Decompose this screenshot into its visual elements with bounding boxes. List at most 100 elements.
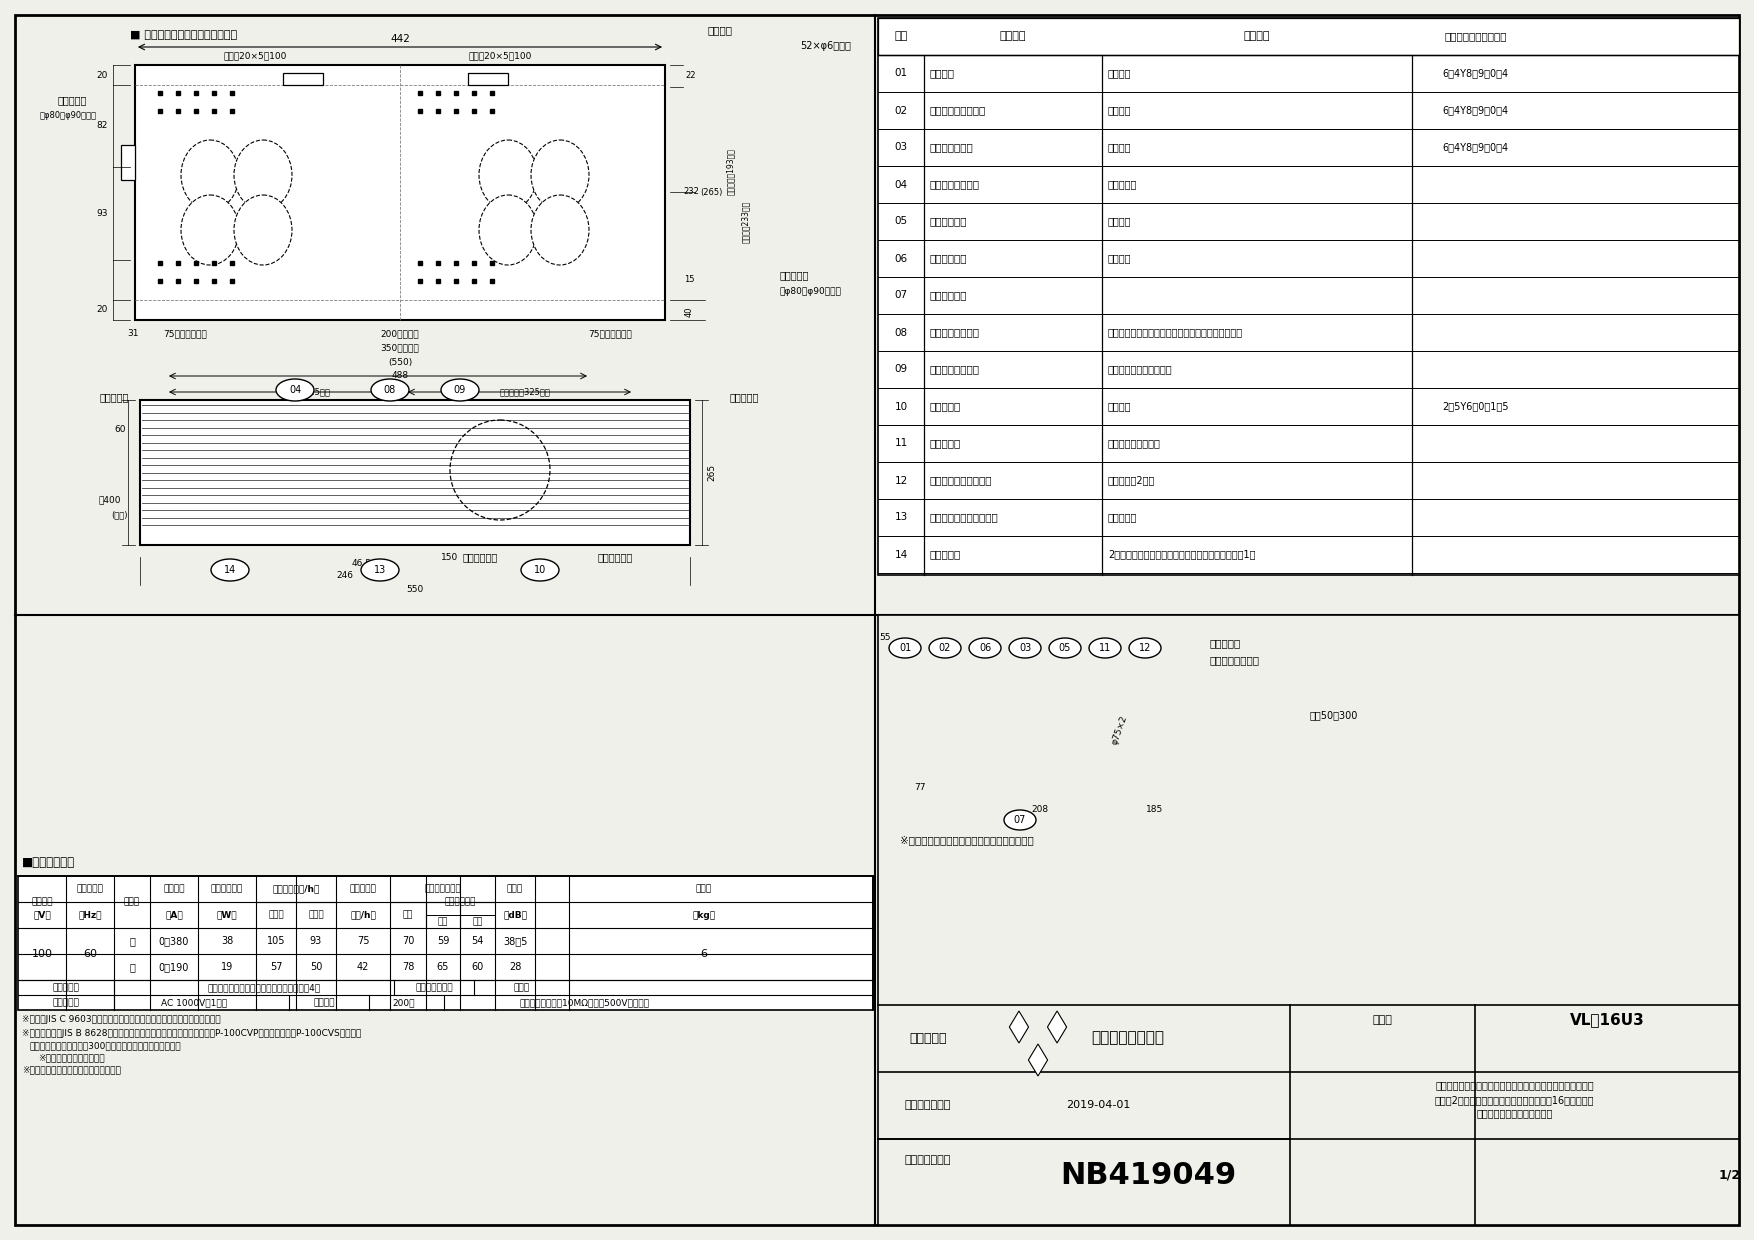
Text: 19: 19 (221, 962, 233, 972)
Text: 52×φ6取付穴: 52×φ6取付穴 (800, 41, 851, 51)
Bar (879, 19, 1738, 55)
Text: 右側壁より325以上: 右側壁より325以上 (500, 387, 551, 397)
Text: 03: 03 (895, 143, 907, 153)
Text: （㎥/h）: （㎥/h） (351, 910, 375, 920)
Text: 28: 28 (509, 962, 521, 972)
Text: 作　成　日　付: 作 成 日 付 (905, 1100, 951, 1110)
Bar (879, 615, 1738, 1225)
Text: 59: 59 (437, 936, 449, 946)
Text: 550: 550 (407, 584, 424, 594)
Text: 150: 150 (442, 553, 458, 563)
Text: 06: 06 (979, 644, 991, 653)
Text: （V）: （V） (33, 910, 51, 920)
Text: 15: 15 (684, 275, 695, 284)
Ellipse shape (1009, 639, 1042, 658)
Text: 75: 75 (356, 936, 370, 946)
Text: 93: 93 (96, 208, 107, 217)
Text: シャッター: シャッター (930, 402, 961, 412)
Bar (121, 145, 135, 180)
Text: 57: 57 (270, 962, 282, 972)
Text: 40: 40 (684, 306, 693, 317)
Bar (282, 73, 323, 86)
Text: 合成樹脂: 合成樹脂 (1109, 105, 1131, 115)
Text: 三菱換気空清機クリーンロスナイ（寒冷冷地・湿暖地仕様）: 三菱換気空清機クリーンロスナイ（寒冷冷地・湿暖地仕様） (1435, 1080, 1594, 1090)
Text: 合成樹脂: 合成樹脂 (1109, 402, 1131, 412)
Text: ■ 取付位置図（室内側より見る）: ■ 取付位置図（室内側より見る） (130, 30, 237, 40)
Text: 488: 488 (391, 372, 409, 381)
Ellipse shape (233, 140, 291, 210)
Text: 01: 01 (895, 68, 907, 78)
Polygon shape (1009, 1011, 1028, 1043)
Text: フロントケーシング: フロントケーシング (930, 105, 986, 115)
Text: 10: 10 (895, 402, 907, 412)
Text: （dB）: （dB） (503, 910, 526, 920)
Text: 55: 55 (879, 634, 891, 642)
Text: 1/2: 1/2 (1719, 1168, 1742, 1182)
Text: 42: 42 (356, 962, 368, 972)
Text: 熱交換エレメント: 熱交換エレメント (930, 180, 980, 190)
Text: 室内排気口: 室内排気口 (730, 392, 759, 402)
Text: 54: 54 (472, 936, 484, 946)
Text: 排気用フィルター: 排気用フィルター (930, 365, 980, 374)
Text: 14: 14 (895, 549, 907, 559)
Text: 下側より233以上: 下側より233以上 (740, 201, 749, 243)
Ellipse shape (181, 195, 239, 265)
Text: （引きひもスイッチタイプ）: （引きひもスイッチタイプ） (1477, 1109, 1552, 1118)
Text: 整　理　番　号: 整 理 番 号 (905, 1154, 951, 1166)
Text: 60: 60 (472, 962, 484, 972)
Text: 室外排気口: 室外排気口 (58, 95, 86, 105)
Text: 約400: 約400 (98, 496, 121, 505)
Text: 定格周波数: 定格周波数 (77, 884, 103, 894)
Text: 75（可動寸法）: 75（可動寸法） (588, 330, 631, 339)
Text: 07: 07 (1014, 815, 1026, 825)
Text: 6．4Y8．9／0．4: 6．4Y8．9／0．4 (1442, 143, 1508, 153)
Text: 溶融亜邉メッキ鈴板: 溶融亜邉メッキ鈴板 (1109, 439, 1161, 449)
Text: 13: 13 (895, 512, 907, 522)
Text: 起動電流: 起動電流 (314, 998, 335, 1007)
Text: 185: 185 (1147, 806, 1163, 815)
Text: ポリアミド: ポリアミド (1109, 512, 1137, 522)
Ellipse shape (233, 195, 291, 265)
Bar (468, 73, 509, 86)
Ellipse shape (181, 140, 239, 210)
Text: (550): (550) (388, 357, 412, 367)
Text: NB419049: NB419049 (1059, 1161, 1237, 1189)
Text: 強: 強 (130, 936, 135, 946)
Text: シャッター形式: シャッター形式 (416, 983, 453, 992)
Text: 200％: 200％ (393, 998, 416, 1007)
Text: ピッチ20×5＝100: ピッチ20×5＝100 (223, 52, 286, 61)
Text: 風　量　（㎥/h）: 風 量 （㎥/h） (272, 884, 319, 894)
Ellipse shape (479, 195, 537, 265)
Text: 11: 11 (1098, 644, 1110, 653)
Text: 耐　電　圧: 耐 電 圧 (53, 998, 79, 1007)
Text: 01: 01 (898, 644, 910, 653)
Text: 08: 08 (895, 327, 907, 337)
Text: 208: 208 (1031, 806, 1049, 815)
Text: 78: 78 (402, 962, 414, 972)
Text: 05: 05 (895, 217, 907, 227)
Text: （φ80～φ90壁穴）: （φ80～φ90壁穴） (39, 110, 96, 119)
Ellipse shape (968, 639, 1002, 658)
Ellipse shape (531, 195, 589, 265)
Text: 電動機形式: 電動機形式 (53, 983, 79, 992)
Text: シャッター閉: シャッター閉 (463, 552, 498, 562)
Text: 13: 13 (374, 565, 386, 575)
Text: 温度: 温度 (403, 910, 414, 920)
Text: 暖房: 暖房 (438, 918, 449, 926)
Polygon shape (1047, 1011, 1066, 1043)
Text: 定格電圧: 定格電圧 (32, 898, 53, 906)
Text: 排　気: 排 気 (268, 910, 284, 920)
Text: 04: 04 (289, 384, 302, 396)
Text: 03: 03 (1019, 644, 1031, 653)
Text: （φ80～φ90壁穴）: （φ80～φ90壁穴） (781, 286, 842, 295)
Text: 10: 10 (533, 565, 545, 575)
Ellipse shape (372, 379, 409, 401)
Text: 2．5Y6．0／1．5: 2．5Y6．0／1．5 (1442, 402, 1508, 412)
Polygon shape (1028, 1044, 1047, 1076)
Text: 6．4Y8．9／0．4: 6．4Y8．9／0．4 (1442, 68, 1508, 78)
Text: 第３角図法: 第３角図法 (909, 1032, 947, 1044)
Text: 08: 08 (384, 384, 396, 396)
Text: 定格電流: 定格電流 (163, 884, 184, 894)
Text: ■　特　性　表: ■ 特 性 表 (23, 856, 75, 868)
Text: （A）: （A） (165, 910, 182, 920)
